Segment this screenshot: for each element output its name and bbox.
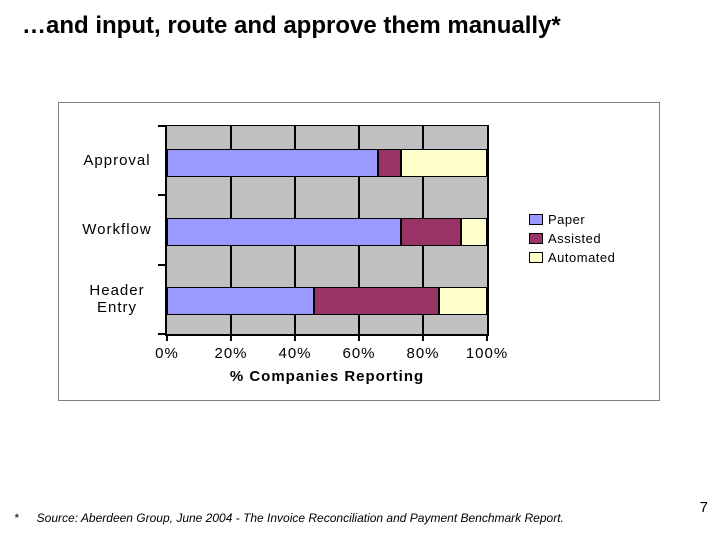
- slide-title: …and input, route and approve them manua…: [22, 12, 561, 39]
- x-axis-tick-label: 0%: [155, 345, 179, 362]
- x-axis-title: % Companies Reporting: [229, 368, 425, 385]
- legend-label: Automated: [548, 250, 616, 265]
- x-axis-tick: [358, 336, 360, 341]
- bar-segment-automated: [400, 149, 487, 177]
- legend-swatch-automated: [529, 252, 543, 263]
- x-axis-tick-label: 60%: [342, 345, 376, 362]
- x-axis-tick-label: 40%: [278, 345, 312, 362]
- x-axis-tick: [422, 336, 424, 341]
- footnote-marker: *: [14, 511, 19, 525]
- bar-segment-automated: [438, 287, 487, 315]
- x-axis-tick-label: 20%: [214, 345, 248, 362]
- category-label: Approval: [83, 152, 151, 170]
- legend-swatch-paper: [529, 214, 543, 225]
- x-axis-tick: [166, 336, 168, 341]
- legend-item: Assisted: [529, 231, 615, 246]
- legend-item: Automated: [529, 250, 615, 265]
- category-label: Workflow: [82, 221, 152, 239]
- x-axis-tick-label: 80%: [406, 345, 440, 362]
- bar-row: [167, 218, 487, 246]
- legend-item: Paper: [529, 212, 615, 227]
- bar-row: [167, 287, 487, 315]
- legend-label: Paper: [548, 212, 586, 227]
- bar-segment-assisted: [400, 218, 462, 246]
- legend: Paper Assisted Automated: [529, 212, 615, 269]
- category-label: Header Entry: [89, 282, 145, 317]
- bar-segment-paper: [167, 218, 401, 246]
- x-axis-tick: [230, 336, 232, 341]
- bar-row: [167, 149, 487, 177]
- footnote: * Source: Aberdeen Group, June 2004 - The…: [14, 511, 564, 525]
- page-number: 7: [699, 499, 708, 516]
- y-axis-tick: [158, 194, 165, 196]
- x-axis-tick-label: 100%: [465, 345, 509, 362]
- legend-swatch-assisted: [529, 233, 543, 244]
- y-axis-tick: [158, 264, 165, 266]
- x-axis-tick: [486, 336, 488, 341]
- x-axis-tick: [294, 336, 296, 341]
- bar-segment-paper: [167, 149, 379, 177]
- chart-frame: Approval Workflow Header Entry 0% 20% 40% 60%…: [58, 102, 660, 401]
- legend-label: Assisted: [548, 231, 602, 246]
- y-axis-tick: [158, 125, 165, 127]
- footnote-text: Source: Aberdeen Group, June 2004 - The …: [36, 511, 564, 525]
- bar-segment-paper: [167, 287, 315, 315]
- y-axis-tick: [158, 333, 165, 335]
- bar-segment-automated: [461, 218, 487, 246]
- bar-segment-assisted: [314, 287, 439, 315]
- bar-segment-assisted: [378, 149, 401, 177]
